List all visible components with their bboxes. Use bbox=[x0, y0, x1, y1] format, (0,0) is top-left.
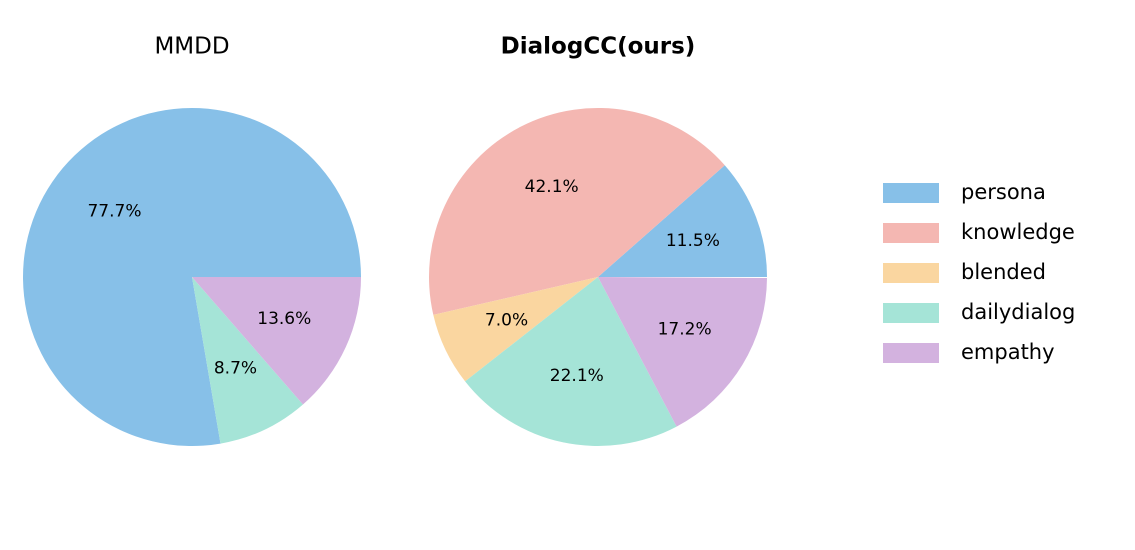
slice-label: 8.7% bbox=[214, 359, 257, 379]
legend-swatch bbox=[883, 343, 939, 363]
legend-label: empathy bbox=[961, 340, 1055, 364]
pie-slice bbox=[598, 165, 767, 277]
pie-slice bbox=[23, 108, 362, 447]
slice-label: 17.2% bbox=[658, 320, 712, 340]
pie-slice bbox=[192, 277, 303, 444]
slice-label: 22.1% bbox=[550, 366, 604, 386]
legend-swatch bbox=[883, 263, 939, 283]
pie-slice bbox=[598, 277, 767, 427]
pie-slice bbox=[192, 277, 361, 405]
chart-title: MMDD bbox=[154, 34, 229, 60]
legend-swatch bbox=[883, 183, 939, 203]
slice-label: 42.1% bbox=[525, 177, 579, 197]
legend-label: blended bbox=[961, 260, 1046, 284]
legend-label: knowledge bbox=[961, 220, 1075, 244]
legend-swatch bbox=[883, 223, 939, 243]
slice-label: 77.7% bbox=[87, 202, 141, 222]
legend-label: dailydialog bbox=[961, 300, 1075, 324]
slice-label: 11.5% bbox=[666, 231, 720, 251]
legend-label: persona bbox=[961, 180, 1046, 204]
chart-title: DialogCC(ours) bbox=[501, 34, 696, 60]
pie-slice bbox=[433, 277, 598, 382]
legend-swatch bbox=[883, 303, 939, 323]
slice-label: 7.0% bbox=[485, 311, 528, 331]
pie-slice bbox=[429, 108, 725, 315]
slice-label: 13.6% bbox=[257, 309, 311, 329]
pie-slice bbox=[465, 277, 677, 446]
